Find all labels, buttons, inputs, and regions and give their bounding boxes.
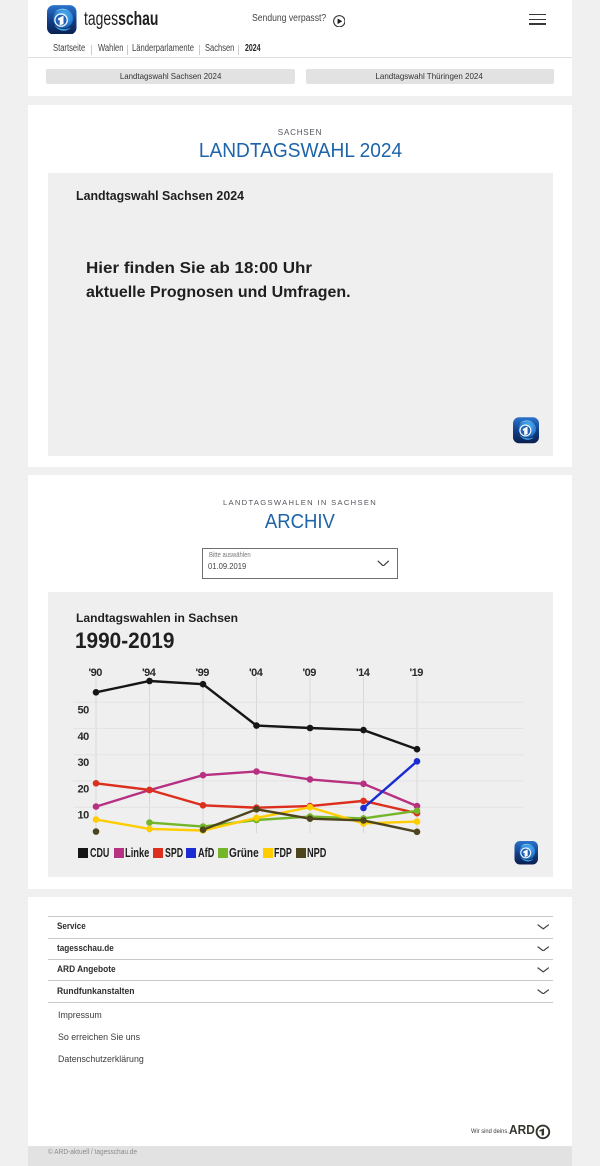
svg-text:'90: '90 [88,667,102,679]
svg-text:'99: '99 [195,667,209,679]
svg-text:30: 30 [77,757,89,769]
svg-text:'19: '19 [409,667,423,679]
svg-text:50: 50 [77,705,89,717]
svg-text:10: 10 [77,810,89,822]
svg-text:40: 40 [77,731,89,743]
svg-text:'04: '04 [248,667,263,679]
svg-text:'94: '94 [141,667,156,679]
svg-text:'09: '09 [302,667,316,679]
svg-text:'14: '14 [355,667,370,679]
svg-text:20: 20 [77,783,89,795]
